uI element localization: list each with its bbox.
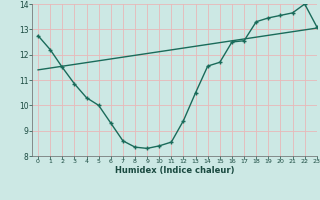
X-axis label: Humidex (Indice chaleur): Humidex (Indice chaleur) bbox=[115, 166, 234, 175]
